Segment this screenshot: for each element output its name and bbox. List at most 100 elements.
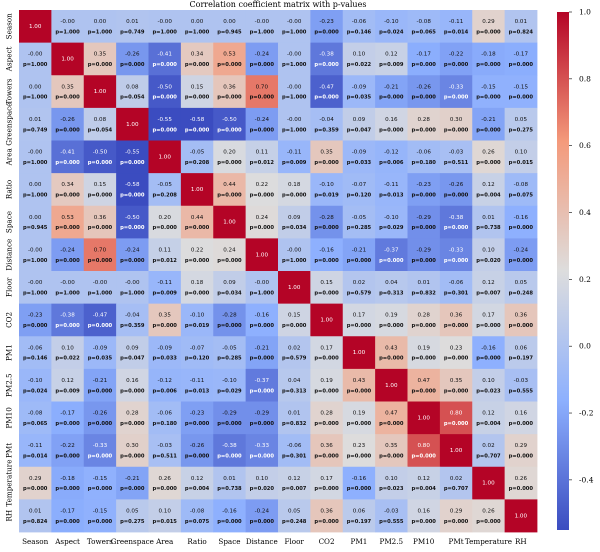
cell-pvalue-label: p=0.120 <box>347 193 372 199</box>
cell-value-label: -0.41 <box>60 150 75 156</box>
cell-rect <box>51 205 85 239</box>
heatmap-cell: -0.00 p=1.000 <box>278 10 311 44</box>
cell-rect <box>83 10 117 44</box>
cell-value-label: -0.16 <box>352 476 367 482</box>
cell-value-label: -0.16 <box>481 345 496 351</box>
cell-value-label: -0.06 <box>157 411 172 417</box>
x-tick-label: Floor <box>284 537 304 546</box>
cell-value-label: -0.50 <box>125 215 140 221</box>
cell-rect <box>148 75 182 109</box>
cell-value-label: 1.00 <box>61 57 74 63</box>
cell-value-label: -0.00 <box>287 19 302 25</box>
cell-rect <box>148 42 182 76</box>
cell-rect <box>51 107 85 141</box>
cell-pvalue-label: p=0.000 <box>476 95 501 101</box>
heatmap-cell: 0.01 p=0.738 <box>213 466 247 500</box>
y-tick-label: Aspect <box>4 47 13 73</box>
heatmap-cell: 0.17 p=0.000 <box>310 466 344 500</box>
heatmap-cell: 0.04 p=0.313 <box>375 271 408 305</box>
cell-rect <box>504 499 538 533</box>
cell-value-label: -0.21 <box>384 84 399 90</box>
cell-rect <box>180 205 214 239</box>
cell-pvalue-label: p=0.007 <box>476 290 501 296</box>
colorbar-tick-label: 1.0 <box>579 8 591 17</box>
cell-rect <box>375 434 408 468</box>
cell-pvalue-label: p=0.313 <box>379 290 404 296</box>
x-tick-label: PM1 <box>351 537 368 546</box>
heatmap-cell: -0.21 p=0.000 <box>472 107 506 141</box>
cell-pvalue-label: p=0.555 <box>379 519 404 525</box>
cell-rect <box>407 238 441 272</box>
cell-rect <box>342 75 376 109</box>
cell-rect <box>83 238 117 272</box>
cell-pvalue-label: p=0.000 <box>444 421 469 427</box>
cell-pvalue-label: p=0.000 <box>250 323 275 329</box>
heatmap-cell: -0.47 p=0.000 <box>83 303 117 337</box>
heatmap-cell: 0.70 p=0.000 <box>245 75 279 109</box>
cell-rect <box>19 238 52 272</box>
cell-value-label: -0.11 <box>28 443 43 449</box>
cell-pvalue-label: p=0.707 <box>444 486 469 492</box>
heatmap-cell: -0.12 p=0.006 <box>375 140 408 174</box>
cell-pvalue-label: p=0.000 <box>411 388 436 394</box>
cell-value-label: 0.17 <box>320 476 333 482</box>
x-tick-label: PMt <box>449 537 464 546</box>
cell-pvalue-label: p=0.000 <box>509 258 534 264</box>
cell-pvalue-label: p=0.285 <box>217 356 242 362</box>
cell-value-label: -0.00 <box>28 52 43 58</box>
cell-value-label: 0.26 <box>482 150 495 156</box>
heatmap-cell: 0.01 p=0.824 <box>19 499 52 533</box>
cell-pvalue-label: p=0.000 <box>411 454 436 460</box>
heatmap-cell: 1.00 <box>375 368 408 402</box>
cell-value-label: 0.35 <box>158 313 171 319</box>
cell-value-label: 0.36 <box>450 313 463 319</box>
cell-rect <box>51 303 85 337</box>
cell-pvalue-label: p=0.000 <box>314 62 339 68</box>
cell-value-label: 0.23 <box>450 345 463 351</box>
heatmap-cell: 0.36 p=0.000 <box>83 205 117 239</box>
cell-rect <box>407 107 441 141</box>
cell-pvalue-label: p=0.015 <box>152 519 177 525</box>
cell-rect <box>245 368 279 402</box>
cell-rect <box>148 401 182 435</box>
cell-rect <box>213 10 247 44</box>
cell-rect <box>180 271 214 305</box>
cell-value-label: -0.29 <box>255 411 270 417</box>
cell-rect <box>245 107 279 141</box>
heatmap-cell: -0.21 p=0.000 <box>245 336 279 370</box>
cell-pvalue-label: p=0.000 <box>314 421 339 427</box>
cell-pvalue-label: p=0.000 <box>411 95 436 101</box>
cell-rect <box>439 368 473 402</box>
cell-value-label: -0.11 <box>190 378 205 384</box>
heatmap-cell: 1.00 <box>472 466 506 500</box>
heatmap-cell: -0.05 p=0.285 <box>213 336 247 370</box>
cell-value-label: 0.23 <box>353 443 366 449</box>
cell-pvalue-label: p=0.000 <box>476 323 501 329</box>
cell-rect <box>19 107 52 141</box>
heatmap-cell: 1.00 <box>439 434 473 468</box>
cell-rect <box>116 140 149 174</box>
cell-pvalue-label: p=0.313 <box>282 388 307 394</box>
cell-pvalue-label: p=0.000 <box>55 95 80 101</box>
cell-value-label: 0.36 <box>94 215 107 221</box>
heatmap-cell: -0.17 p=0.000 <box>51 499 85 533</box>
heatmap-cell: 0.35 p=0.000 <box>310 140 344 174</box>
heatmap-cell: -0.38 p=0.000 <box>51 303 85 337</box>
cell-pvalue-label: p=0.034 <box>282 225 307 231</box>
cell-rect <box>51 466 85 500</box>
cell-value-label: 0.04 <box>288 378 301 384</box>
cell-rect <box>472 107 506 141</box>
cell-value-label: -0.00 <box>287 117 302 123</box>
cell-pvalue-label: p=0.065 <box>23 421 48 427</box>
heatmap-cell: -0.28 p=0.000 <box>310 205 344 239</box>
cell-rect <box>439 271 473 305</box>
cell-rect <box>472 205 506 239</box>
cell-rect <box>278 42 311 76</box>
cell-rect <box>439 466 473 500</box>
cell-value-label: 0.11 <box>158 247 171 253</box>
cell-rect <box>472 336 506 370</box>
cell-pvalue-label: p=0.000 <box>120 193 145 199</box>
cell-pvalue-label: p=0.000 <box>250 95 275 101</box>
heatmap-cell: 0.17 p=0.000 <box>310 336 344 370</box>
